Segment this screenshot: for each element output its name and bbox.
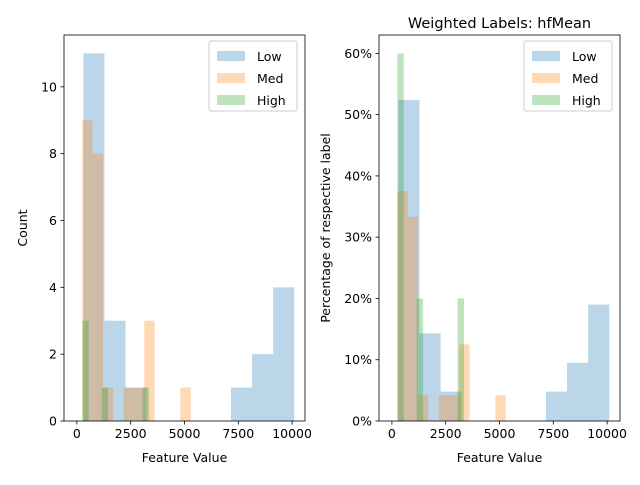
panel-2-bar-low-5 [567, 362, 589, 421]
panel-2-legend-frame [523, 40, 613, 112]
panel-1-xtick-label-10000: 10000 [272, 426, 312, 441]
panel-1-xtick-label-0: 0 [73, 426, 81, 441]
panel-1-xtick-label-5000: 5000 [169, 426, 201, 441]
panel-1-bar-med-4 [123, 387, 134, 421]
panel-2-xtick-label-5000: 5000 [484, 426, 516, 441]
panel-1: 0 2500 5000 7500 10000 0 2 4 6 8 10 Feature Value Co… [15, 34, 312, 465]
panel-2-ytick-label-50: 50% [344, 107, 372, 122]
panel-2: 0 2500 5000 7500 10000 0% 10% 20% 30% 40% 50% 60% Fe… [318, 16, 627, 465]
panel-1-legend-swatch-med [217, 73, 245, 83]
panel-2-ytick-label-20: 20% [344, 291, 372, 306]
panel-2-bar-low-1 [398, 99, 420, 421]
panel-2-xtick-label-10000: 10000 [587, 426, 627, 441]
panel-1-xtick-label-2500: 2500 [115, 426, 147, 441]
panel-1-bar-low-2 [104, 320, 126, 421]
panel-1-bar-med-5 [133, 387, 145, 421]
panel-2-bar-med-3 [417, 395, 429, 421]
panel-1-bar-med-7 [180, 387, 191, 421]
panel-1-legend-label-low: Low [257, 49, 282, 64]
panel-1-bar-med-1 [82, 120, 93, 421]
panel-2-y-axis-label: Percentage of respective label [318, 133, 333, 323]
panel-2-legend-swatch-high [532, 95, 560, 105]
panel-1-ytick-label-2: 2 [49, 347, 57, 362]
panel-2-bar-med-1 [397, 191, 408, 421]
panel-2-ytick-label-10: 10% [344, 352, 372, 367]
panel-1-bar-high-2 [101, 387, 109, 421]
panel-2-ytick-label-0: 0% [352, 414, 372, 429]
panel-1-bar-high-3 [142, 387, 149, 421]
panel-2-bar-low-4 [545, 391, 568, 421]
panel-1-bar-high-1 [82, 320, 89, 421]
panel-1-legend-swatch-high [217, 95, 245, 105]
panel-1-bar-low-1 [83, 53, 105, 421]
panel-2-bar-low-2 [419, 333, 441, 421]
panel-2-ytick-label-40: 40% [344, 168, 372, 183]
panel-2-bar-high-1 [397, 53, 404, 421]
panel-1-legend-swatch-low [217, 51, 245, 61]
panel-1-bar-med-2 [92, 153, 103, 421]
panel-1-xtick-label-7500: 7500 [222, 426, 254, 441]
panel-2-legend-swatch-med [532, 73, 560, 83]
panel-1-bar-low-6 [273, 287, 295, 421]
panel-2-bar-med-6 [459, 344, 470, 421]
panel-2-bar-high-2 [416, 298, 424, 421]
panel-2-bar-high-3 [457, 298, 464, 421]
panel-2-ytick-label-30: 30% [344, 230, 372, 245]
panel-1-bar-med-6 [144, 320, 155, 421]
panel-2-legend-label-med: Med [572, 71, 598, 86]
panel-2-xtick-label-2500: 2500 [430, 426, 462, 441]
panel-1-legend-label-high: High [257, 93, 286, 108]
panel-2-ytick-label-60: 60% [344, 46, 372, 61]
panel-2-legend-label-low: Low [572, 49, 597, 64]
panel-2-bar-low-3 [440, 391, 462, 421]
panel-2-bar-med-2 [407, 216, 418, 421]
panel-2-title: Weighted Labels: hfMean [408, 16, 591, 32]
panel-1-x-axis-label: Feature Value [142, 450, 228, 465]
panel-1-ytick-label-10: 10 [41, 79, 57, 94]
panel-2-x-axis-label: Feature Value [457, 450, 543, 465]
panel-1-ytick-label-8: 8 [49, 146, 57, 161]
panel-2-bar-med-4 [438, 395, 449, 421]
panel-1-bar-low-4 [230, 387, 253, 421]
panel-1-legend-label-med: Med [257, 71, 283, 86]
panel-2-bar-med-5 [448, 395, 460, 421]
panel-1-legend: Low Med High [208, 40, 298, 112]
panel-1-bar-low-5 [252, 354, 274, 421]
panel-2-bar-low-6 [588, 304, 610, 421]
panel-1-bar-med-3 [102, 387, 114, 421]
panel-1-ytick-label-6: 6 [49, 213, 57, 228]
panel-2-legend-label-high: High [572, 93, 601, 108]
panel-2-xtick-label-0: 0 [388, 426, 396, 441]
panel-2-xtick-label-7500: 7500 [537, 426, 569, 441]
panel-1-ytick-label-0: 0 [49, 414, 57, 429]
panel-1-y-axis-label: Count [15, 209, 30, 246]
panel-1-bar-low-3 [125, 387, 147, 421]
panel-2-bar-med-7 [495, 395, 506, 421]
panel-1-ytick-label-4: 4 [49, 280, 57, 295]
panel-2-legend-swatch-low [532, 51, 560, 61]
panel-1-legend-frame [208, 40, 298, 112]
panel-2-legend: Low Med High [523, 40, 613, 112]
